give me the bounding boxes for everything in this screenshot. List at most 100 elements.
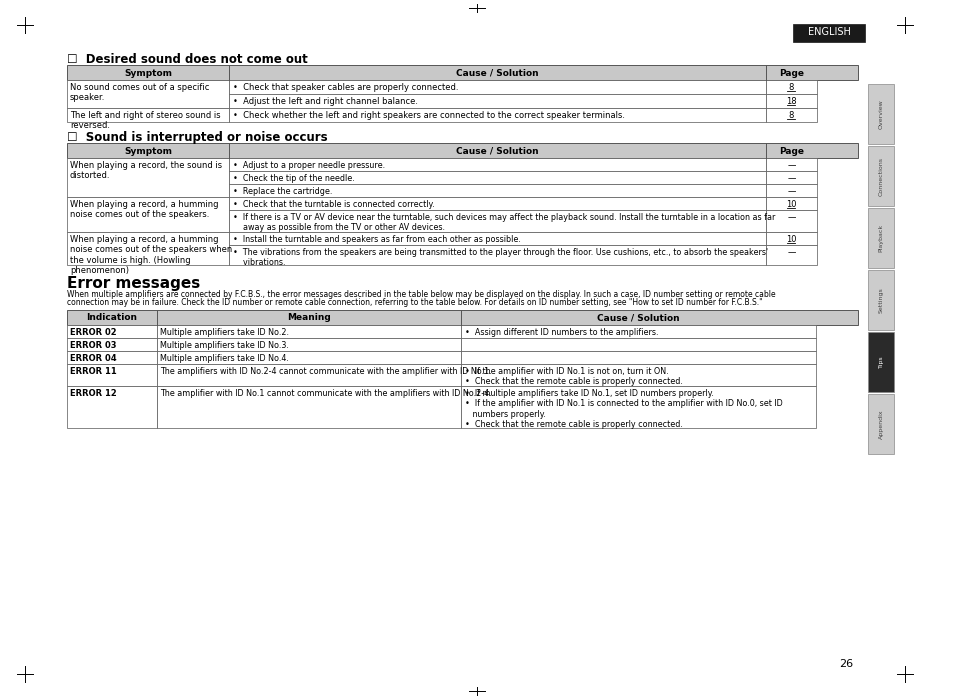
Bar bbox=[460, 338, 815, 351]
Text: •  Install the turntable and speakers as far from each other as possible.: • Install the turntable and speakers as … bbox=[233, 235, 520, 244]
Bar bbox=[229, 94, 765, 108]
Text: When multiple amplifiers are connected by F.C.B.S., the error messages described: When multiple amplifiers are connected b… bbox=[67, 290, 775, 299]
Text: 10: 10 bbox=[785, 235, 796, 244]
Bar bbox=[157, 338, 460, 351]
Bar bbox=[67, 108, 229, 122]
Text: ☐  Sound is interrupted or noise occurs: ☐ Sound is interrupted or noise occurs bbox=[67, 131, 327, 144]
Text: ERROR 11: ERROR 11 bbox=[70, 367, 116, 376]
Text: —: — bbox=[786, 213, 795, 222]
Text: Tips: Tips bbox=[878, 356, 882, 368]
Text: Settings: Settings bbox=[878, 287, 882, 313]
Bar bbox=[229, 80, 765, 94]
Bar bbox=[792, 24, 864, 42]
Bar bbox=[867, 146, 893, 206]
Text: ERROR 03: ERROR 03 bbox=[70, 341, 116, 350]
Bar bbox=[765, 108, 816, 122]
Text: Appendix: Appendix bbox=[878, 409, 882, 439]
Text: •  Check whether the left and right speakers are connected to the correct speake: • Check whether the left and right speak… bbox=[233, 111, 624, 120]
Text: Cause / Solution: Cause / Solution bbox=[456, 147, 538, 155]
Bar bbox=[157, 364, 460, 386]
Bar bbox=[67, 310, 857, 325]
Text: Page: Page bbox=[779, 147, 803, 155]
Text: Symptom: Symptom bbox=[124, 147, 172, 155]
Text: Playback: Playback bbox=[878, 224, 882, 252]
Bar bbox=[67, 232, 229, 265]
Text: •  If the amplifier with ID No.1 is not on, turn it ON.
•  Check that the remote: • If the amplifier with ID No.1 is not o… bbox=[464, 367, 682, 387]
Bar bbox=[229, 210, 765, 232]
Bar bbox=[460, 351, 815, 364]
Text: •  If multiple amplifiers take ID No.1, set ID numbers properly.
•  If the ampli: • If multiple amplifiers take ID No.1, s… bbox=[464, 389, 781, 429]
Text: The left and right of stereo sound is
reversed.: The left and right of stereo sound is re… bbox=[70, 111, 220, 131]
Text: ERROR 02: ERROR 02 bbox=[70, 328, 116, 337]
Text: •  Assign different ID numbers to the amplifiers.: • Assign different ID numbers to the amp… bbox=[464, 328, 658, 337]
Text: Page: Page bbox=[779, 69, 803, 78]
Bar bbox=[765, 94, 816, 108]
Text: Error messages: Error messages bbox=[67, 276, 200, 291]
Bar bbox=[229, 232, 765, 245]
Bar bbox=[229, 158, 765, 171]
Bar bbox=[867, 394, 893, 454]
Bar bbox=[765, 245, 816, 265]
Text: 26: 26 bbox=[838, 659, 852, 669]
Bar bbox=[867, 270, 893, 330]
Bar bbox=[67, 158, 229, 197]
Bar bbox=[157, 386, 460, 428]
Text: When playing a record, a humming
noise comes out of the speakers when
the volume: When playing a record, a humming noise c… bbox=[70, 235, 232, 275]
Text: ERROR 04: ERROR 04 bbox=[70, 354, 116, 363]
Bar bbox=[765, 232, 816, 245]
Bar bbox=[67, 65, 857, 80]
Bar bbox=[867, 208, 893, 268]
Text: •  Adjust the left and right channel balance.: • Adjust the left and right channel bala… bbox=[233, 97, 417, 106]
Bar bbox=[67, 325, 157, 338]
Bar bbox=[157, 325, 460, 338]
Bar bbox=[67, 143, 857, 158]
Bar bbox=[67, 80, 229, 108]
Text: 10: 10 bbox=[785, 200, 796, 209]
Bar bbox=[229, 171, 765, 184]
Text: Multiple amplifiers take ID No.3.: Multiple amplifiers take ID No.3. bbox=[160, 341, 289, 350]
Bar bbox=[460, 386, 815, 428]
Bar bbox=[867, 84, 893, 144]
Text: Symptom: Symptom bbox=[124, 69, 172, 78]
Bar bbox=[765, 80, 816, 94]
Bar bbox=[67, 364, 157, 386]
Bar bbox=[67, 386, 157, 428]
Text: Multiple amplifiers take ID No.2.: Multiple amplifiers take ID No.2. bbox=[160, 328, 289, 337]
Text: 18: 18 bbox=[785, 97, 796, 106]
Bar bbox=[765, 158, 816, 171]
Text: •  Check that speaker cables are properly connected.: • Check that speaker cables are properly… bbox=[233, 83, 458, 92]
Text: The amplifiers with ID No.2-4 cannot communicate with the amplifier with ID No.1: The amplifiers with ID No.2-4 cannot com… bbox=[160, 367, 491, 376]
Text: —: — bbox=[786, 248, 795, 257]
Text: •  Check the tip of the needle.: • Check the tip of the needle. bbox=[233, 174, 355, 183]
Text: connection may be in failure. Check the ID number or remote cable connection, re: connection may be in failure. Check the … bbox=[67, 298, 761, 307]
Text: Multiple amplifiers take ID No.4.: Multiple amplifiers take ID No.4. bbox=[160, 354, 289, 363]
Text: Connections: Connections bbox=[878, 157, 882, 196]
Text: When playing a record, the sound is
distorted.: When playing a record, the sound is dist… bbox=[70, 161, 222, 180]
Bar bbox=[229, 108, 765, 122]
Bar bbox=[765, 184, 816, 197]
Bar bbox=[765, 171, 816, 184]
Text: —: — bbox=[786, 161, 795, 170]
Text: —: — bbox=[786, 187, 795, 196]
Text: •  Check that the turntable is connected correctly.: • Check that the turntable is connected … bbox=[233, 200, 435, 209]
Text: •  Adjust to a proper needle pressure.: • Adjust to a proper needle pressure. bbox=[233, 161, 385, 170]
Bar bbox=[229, 184, 765, 197]
Text: No sound comes out of a specific
speaker.: No sound comes out of a specific speaker… bbox=[70, 83, 209, 102]
Bar bbox=[67, 351, 157, 364]
Bar bbox=[460, 325, 815, 338]
Text: The amplifier with ID No.1 cannot communicate with the amplifiers with ID No.2-4: The amplifier with ID No.1 cannot commun… bbox=[160, 389, 491, 398]
Bar bbox=[67, 197, 229, 232]
Text: —: — bbox=[786, 174, 795, 183]
Bar bbox=[157, 351, 460, 364]
Bar bbox=[460, 364, 815, 386]
Text: When playing a record, a humming
noise comes out of the speakers.: When playing a record, a humming noise c… bbox=[70, 200, 218, 219]
Text: •  The vibrations from the speakers are being transmitted to the player through : • The vibrations from the speakers are b… bbox=[233, 248, 767, 268]
Bar bbox=[229, 197, 765, 210]
Bar bbox=[867, 332, 893, 392]
Bar bbox=[765, 210, 816, 232]
Bar bbox=[765, 197, 816, 210]
Bar bbox=[229, 245, 765, 265]
Text: Cause / Solution: Cause / Solution bbox=[456, 69, 538, 78]
Text: ERROR 12: ERROR 12 bbox=[70, 389, 116, 398]
Text: 8: 8 bbox=[788, 111, 793, 120]
